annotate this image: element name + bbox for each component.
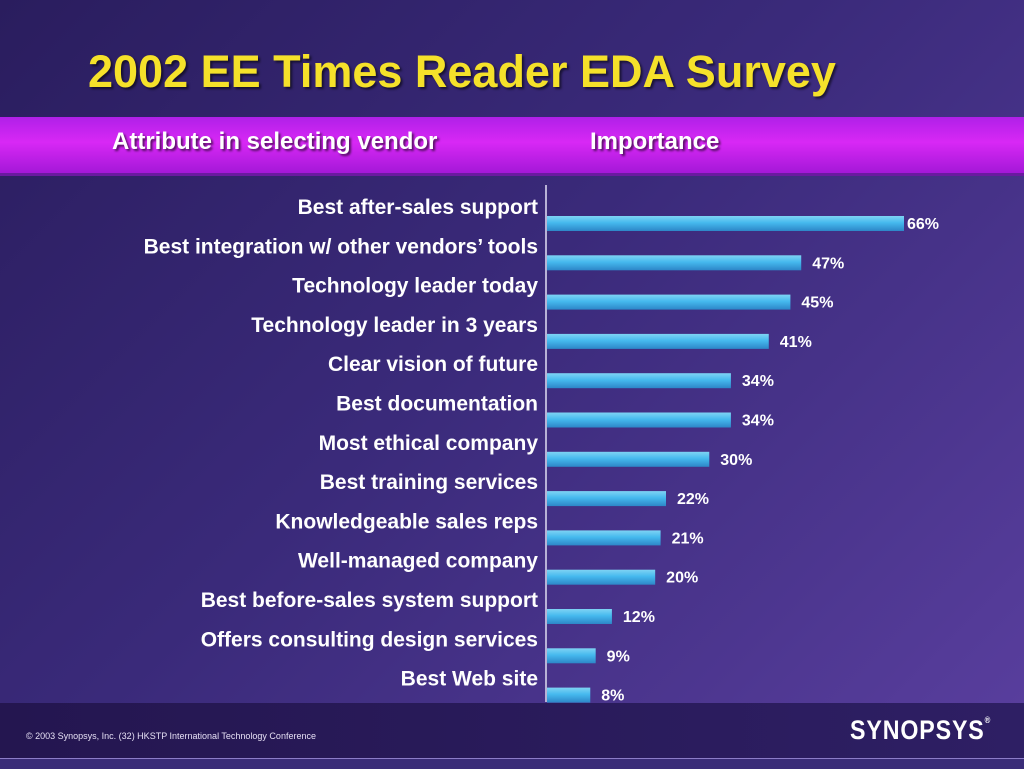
value-label: 12% [623, 609, 655, 626]
bar [547, 687, 591, 703]
bar [547, 451, 710, 467]
value-label: 41% [780, 334, 812, 351]
header-band [0, 117, 1024, 173]
value-label: 47% [812, 255, 844, 272]
category-labels: Best after-sales support Best integration… [144, 196, 539, 691]
category-label: Best documentation [336, 393, 538, 416]
bar [547, 216, 904, 231]
category-label: Best after-sales support [298, 196, 538, 219]
bar [547, 569, 656, 585]
bar [547, 373, 731, 389]
category-label: Clear vision of future [328, 353, 538, 376]
category-label: Offers consulting design services [201, 628, 538, 651]
synopsys-logo: SYNOPSYS® [850, 715, 991, 746]
footer-band [0, 703, 1024, 758]
value-label: 34% [742, 373, 774, 390]
bar [547, 412, 731, 428]
attribute-column-header: Attribute in selecting vendor [112, 128, 438, 155]
bar [547, 294, 791, 310]
value-label: 9% [607, 648, 630, 665]
category-label: Well-managed company [298, 550, 538, 573]
value-label: 22% [677, 491, 709, 508]
copyright-text: © 2003 Synopsys, Inc. (32) HKSTP Interna… [26, 731, 316, 741]
bar [547, 609, 612, 624]
category-label: Best integration w/ other vendors’ tools [144, 235, 538, 258]
value-labels: 66% 47% 45% 41% 34% 34% 30% 22% 21% 20% 12% 9% 8% [601, 216, 939, 705]
bar [547, 491, 666, 507]
bar [547, 333, 769, 349]
header-band-divider [0, 173, 1024, 176]
category-label: Best training services [320, 471, 538, 494]
bars [547, 216, 904, 703]
category-label: Most ethical company [319, 432, 539, 455]
category-label: Technology leader today [292, 275, 538, 298]
category-label: Best Web site [401, 668, 538, 691]
logo-text: SYNOPSYS [850, 715, 985, 745]
value-label: 20% [666, 570, 698, 587]
bar [547, 648, 596, 664]
value-label: 34% [742, 413, 774, 430]
category-label: Knowledgeable sales reps [275, 510, 538, 533]
category-label: Technology leader in 3 years [251, 314, 538, 337]
bar [547, 530, 661, 546]
bar [547, 255, 802, 271]
slide-title: 2002 EE Times Reader EDA Survey [88, 46, 836, 97]
value-label: 21% [672, 530, 704, 547]
value-label: 8% [601, 688, 624, 705]
footer-divider [0, 758, 1024, 769]
category-label: Best before-sales system support [201, 589, 538, 612]
value-label: 30% [720, 452, 752, 469]
importance-column-header: Importance [590, 128, 720, 155]
value-label: 66% [907, 216, 939, 233]
value-label: 45% [801, 295, 833, 312]
registered-mark: ® [984, 715, 992, 725]
